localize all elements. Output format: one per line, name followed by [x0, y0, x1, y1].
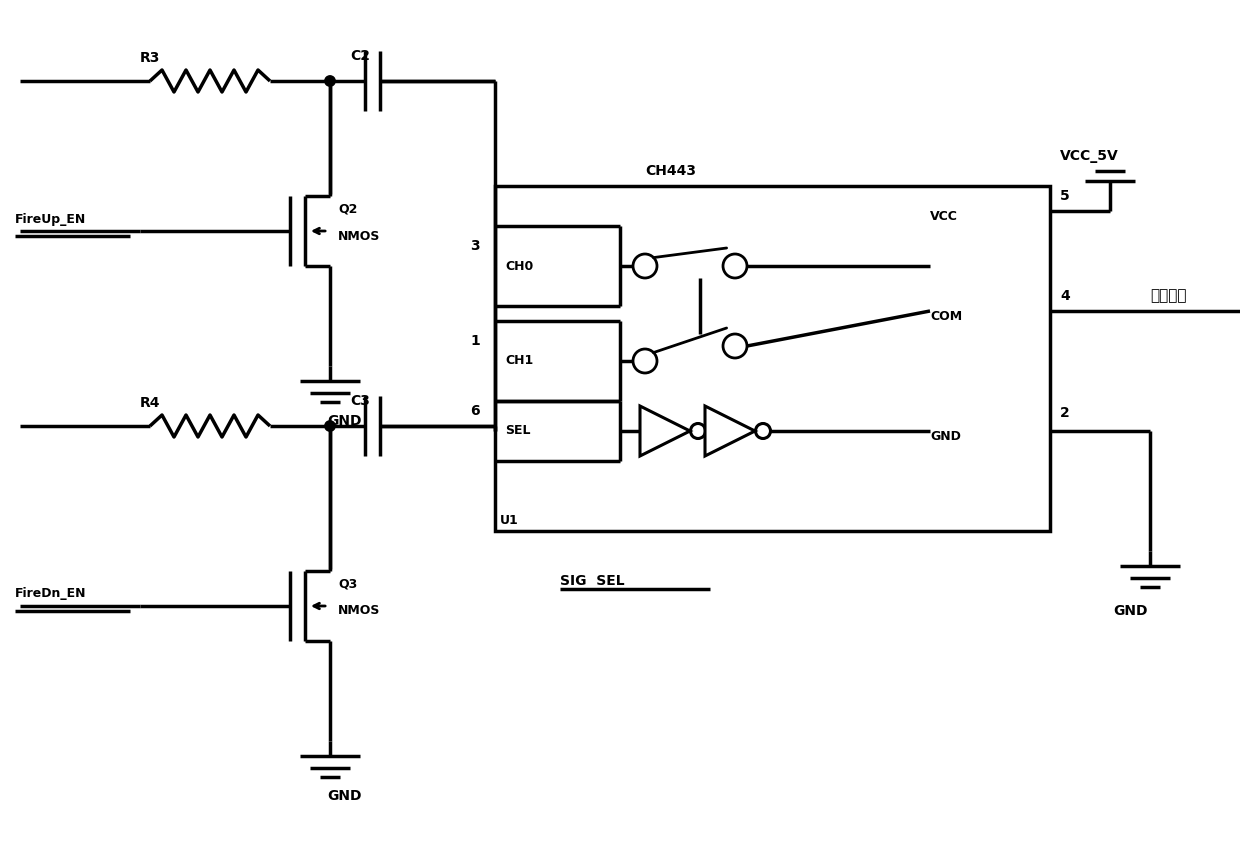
Text: SEL: SEL [505, 424, 531, 437]
Circle shape [325, 421, 335, 431]
Text: CH443: CH443 [645, 164, 696, 178]
Text: 3: 3 [470, 239, 480, 253]
Text: FireDn_EN: FireDn_EN [15, 587, 87, 600]
Text: CH0: CH0 [505, 259, 533, 272]
Text: VCC_5V: VCC_5V [1060, 149, 1118, 163]
Text: NMOS: NMOS [339, 604, 381, 617]
Polygon shape [640, 406, 689, 456]
Circle shape [325, 76, 335, 86]
Text: R3: R3 [140, 51, 160, 65]
Polygon shape [706, 406, 755, 456]
Text: 1: 1 [470, 334, 480, 348]
Text: GND: GND [327, 789, 362, 803]
Text: Q2: Q2 [339, 202, 357, 215]
Text: GND: GND [327, 414, 362, 428]
Text: C2: C2 [350, 49, 370, 63]
Text: CH1: CH1 [505, 355, 533, 368]
Text: SIG  SEL: SIG SEL [560, 574, 625, 588]
Text: FireUp_EN: FireUp_EN [15, 213, 87, 226]
Text: COM: COM [930, 309, 962, 323]
Text: 2: 2 [1060, 406, 1070, 420]
Text: 6: 6 [470, 404, 480, 418]
Text: C3: C3 [350, 394, 370, 408]
Text: Q3: Q3 [339, 578, 357, 591]
Text: GND: GND [930, 430, 961, 443]
Text: 信号输出: 信号输出 [1149, 288, 1187, 303]
Bar [495, 186, 1050, 531]
Text: 5: 5 [1060, 189, 1070, 203]
Text: VCC: VCC [930, 209, 957, 222]
Text: R4: R4 [140, 396, 160, 410]
Text: 4: 4 [1060, 289, 1070, 303]
Text: NMOS: NMOS [339, 230, 381, 243]
Text: GND: GND [1112, 604, 1147, 618]
Text: U1: U1 [500, 515, 518, 528]
